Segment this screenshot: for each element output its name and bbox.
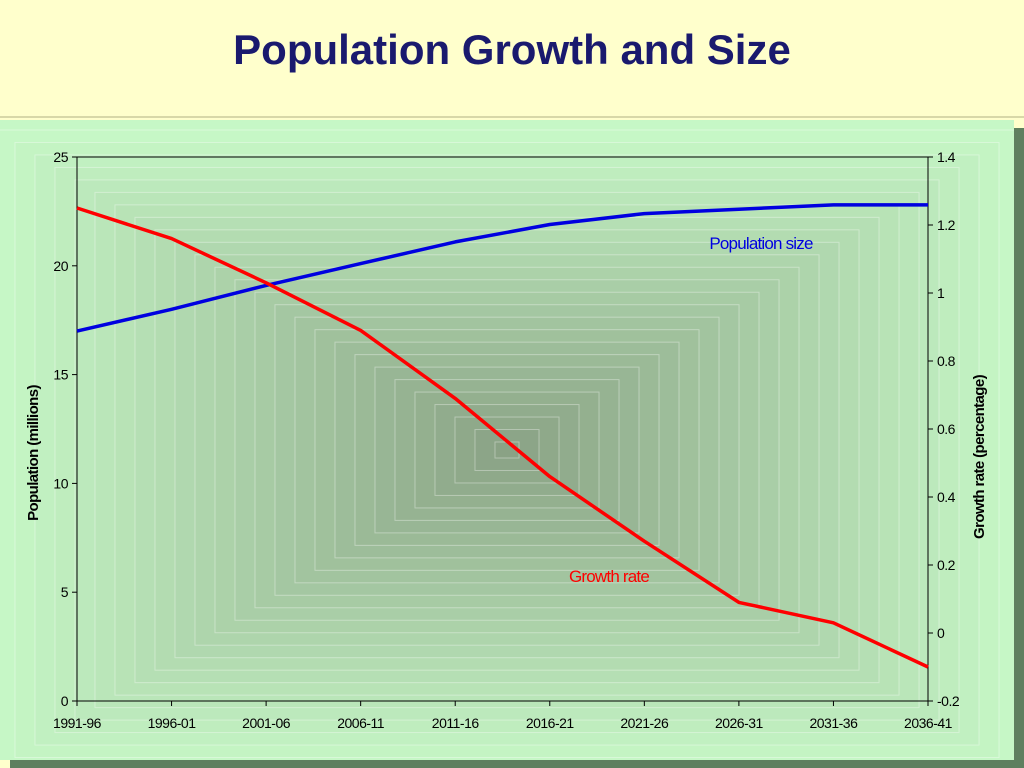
- series-label-growth-rate: Growth rate: [569, 567, 649, 586]
- chart-background: [0, 129, 1014, 760]
- right-tick-label: 1.2: [937, 217, 956, 233]
- x-tick-label: 2001-06: [242, 715, 291, 731]
- x-tick-label: 2006-11: [337, 715, 385, 731]
- right-tick-label: 0.4: [937, 489, 956, 505]
- right-axis: -0.2 0 0.2 0.4 0.6 0.8 1 1.2 1.4: [928, 149, 960, 709]
- right-tick-label: 0.8: [937, 353, 956, 369]
- right-tick-label: 0.2: [937, 557, 956, 573]
- x-tick-label: 1991-96: [53, 715, 102, 731]
- x-axis: 1991-96 1996-01 2001-06 2006-11 2011-16 2016-…: [53, 701, 953, 731]
- left-tick-label: 5: [61, 584, 69, 600]
- left-tick-label: 0: [61, 693, 69, 709]
- chart-area: 0 5 10 15 20 25 -0.2 0 0.2 0.4 0.6 0.8 1 1.2 1.4 1991…: [0, 120, 1014, 760]
- left-axis: 0 5 10 15 20 25: [53, 149, 77, 709]
- right-tick-label: -0.2: [937, 693, 960, 709]
- series-label-population-size: Population size: [709, 234, 813, 253]
- line-chart: 0 5 10 15 20 25 -0.2 0 0.2 0.4 0.6 0.8 1 1.2 1.4 1991…: [0, 129, 1014, 760]
- left-tick-label: 25: [53, 149, 68, 165]
- population-size-line: [76, 203, 928, 333]
- right-tick-label: 1: [937, 285, 945, 301]
- left-tick-label: 20: [53, 258, 68, 274]
- right-tick-label: 0.6: [937, 421, 956, 437]
- left-tick-label: 15: [53, 367, 68, 383]
- right-tick-label: 0: [937, 625, 945, 641]
- x-tick-label: 2021-26: [620, 715, 669, 731]
- page-title: Population Growth and Size: [233, 26, 791, 73]
- y-axis-title-left: Population (millions): [25, 385, 42, 521]
- series-lines: [76, 203, 929, 669]
- x-tick-label: 1996-01: [148, 715, 197, 731]
- left-tick-label: 10: [53, 475, 68, 491]
- x-tick-label: 2016-21: [526, 715, 575, 731]
- title-divider: [0, 116, 1024, 118]
- y-axis-title-right: Growth rate (percentage): [971, 374, 988, 539]
- growth-rate-line: [76, 206, 929, 669]
- x-tick-label: 2011-16: [432, 715, 480, 731]
- x-tick-label: 2031-36: [809, 715, 858, 731]
- x-tick-label: 2026-31: [715, 715, 764, 731]
- x-tick-label: 2036-41: [904, 715, 953, 731]
- right-tick-label: 1.4: [937, 149, 956, 165]
